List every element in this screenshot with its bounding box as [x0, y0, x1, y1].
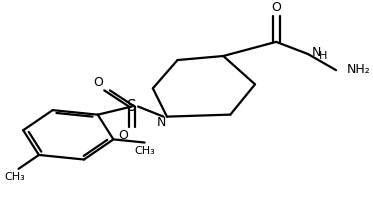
Text: NH₂: NH₂ — [347, 63, 370, 76]
Text: N: N — [157, 116, 166, 129]
Text: H: H — [319, 51, 327, 61]
Text: O: O — [93, 76, 103, 89]
Text: CH₃: CH₃ — [4, 172, 25, 182]
Text: O: O — [271, 1, 281, 14]
Text: CH₃: CH₃ — [134, 146, 155, 156]
Text: S: S — [127, 99, 137, 114]
Text: O: O — [118, 129, 128, 142]
Text: N: N — [312, 46, 322, 59]
